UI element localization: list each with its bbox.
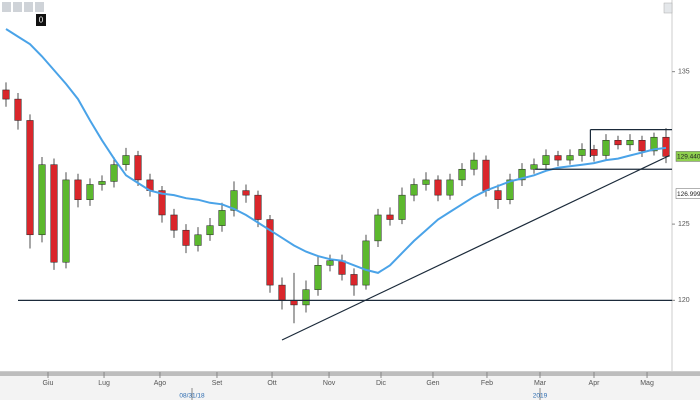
- x-tick-label: Nov: [323, 380, 336, 387]
- candle-body: [62, 179, 70, 263]
- candle-body: [266, 219, 274, 286]
- candle-body: [470, 159, 478, 170]
- candle-body: [638, 140, 646, 152]
- candle-body: [38, 164, 46, 236]
- candle-body: [446, 179, 454, 196]
- candle-body: [602, 140, 610, 156]
- candle-body: [314, 265, 322, 290]
- candle-body: [86, 184, 94, 200]
- candle-body: [518, 168, 526, 181]
- candle-body: [122, 155, 130, 165]
- candle-body: [398, 194, 406, 220]
- tool-icon[interactable]: [24, 2, 33, 12]
- candle-body: [506, 179, 514, 200]
- candle-body: [410, 184, 418, 196]
- candle-body: [566, 155, 574, 161]
- x-tick-label: Dic: [376, 380, 387, 387]
- tool-icon[interactable]: [35, 2, 44, 12]
- x-tick-label: Mar: [534, 380, 547, 387]
- x-tick-label: Lug: [98, 380, 110, 387]
- period-label: 2019: [533, 393, 548, 400]
- candle-body: [338, 260, 346, 275]
- price-label: 126.9998: [677, 191, 700, 198]
- candle-body: [14, 98, 22, 121]
- toolbar-badge: [36, 14, 46, 26]
- candle-body: [482, 159, 490, 191]
- y-tick-label: 135: [678, 68, 690, 75]
- x-tick-label: Gen: [426, 380, 439, 387]
- candle-body: [74, 179, 82, 200]
- candle-body: [134, 155, 142, 181]
- x-tick-label: Mag: [640, 380, 654, 387]
- candle-body: [158, 190, 166, 216]
- candle-body: [50, 164, 58, 263]
- candle-body: [242, 190, 250, 196]
- candle-body: [386, 214, 394, 220]
- candle-body: [206, 225, 214, 236]
- candle-body: [170, 214, 178, 231]
- drawn-line: [281, 154, 670, 341]
- tool-icon[interactable]: [13, 2, 22, 12]
- x-tick-label: Apr: [589, 380, 601, 387]
- y-tick-label: 120: [678, 297, 690, 304]
- tool-icon[interactable]: [2, 2, 11, 12]
- x-tick-label: Ott: [267, 380, 276, 387]
- candle-body: [110, 164, 118, 182]
- x-tick-label: Feb: [481, 380, 493, 387]
- candle-body: [650, 136, 658, 152]
- candle-body: [278, 284, 286, 301]
- candle-body: [590, 149, 598, 156]
- x-axis-strip: [0, 372, 700, 400]
- toolbar-badge-text: 0: [39, 16, 44, 25]
- candle-body: [218, 210, 226, 226]
- scroll-bar: [0, 372, 700, 376]
- candle-body: [626, 140, 634, 146]
- x-tick-label: Ago: [154, 380, 167, 387]
- candle-body: [2, 89, 10, 100]
- candle-body: [554, 155, 562, 161]
- x-tick-label: Set: [212, 380, 223, 387]
- candle-body: [362, 240, 370, 286]
- period-label: 08/31/18: [179, 393, 205, 400]
- candle-body: [230, 190, 238, 211]
- candle-body: [194, 234, 202, 246]
- price-label-box: [675, 188, 700, 199]
- candle-body: [530, 164, 538, 170]
- candle-body: [422, 179, 430, 185]
- candle-body: [374, 214, 382, 242]
- candle-body: [662, 136, 670, 157]
- price-label-box: [675, 151, 700, 162]
- price-label: 129.4400: [677, 154, 700, 161]
- candle-body: [458, 168, 466, 181]
- candle-body: [614, 140, 622, 146]
- candle-body: [578, 149, 586, 156]
- candle-body: [26, 120, 34, 236]
- candle-body: [290, 300, 298, 306]
- candle-body: [542, 155, 550, 165]
- toolbar: 0: [2, 2, 46, 26]
- candle-body: [494, 190, 502, 200]
- candle-body: [326, 260, 334, 266]
- candle-body: [98, 181, 106, 185]
- y-tick-label: 125: [678, 221, 690, 228]
- candle-body: [302, 289, 310, 306]
- moving-average-line: [5, 28, 667, 274]
- scroll-icon[interactable]: [663, 2, 673, 14]
- candle-body: [254, 194, 262, 220]
- x-tick-label: Giu: [43, 380, 54, 387]
- candle-body: [350, 274, 358, 286]
- candle-body: [434, 179, 442, 196]
- candle-body: [182, 229, 190, 246]
